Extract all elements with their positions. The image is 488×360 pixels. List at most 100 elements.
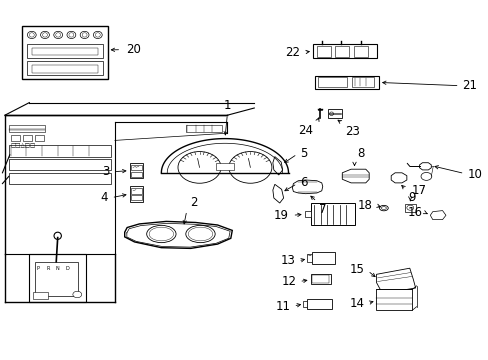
Text: 15: 15 (349, 263, 364, 276)
Polygon shape (124, 221, 232, 248)
Bar (23, 135, 32, 141)
Text: 23: 23 (344, 125, 359, 138)
Bar (35, 262, 78, 296)
Ellipse shape (54, 232, 61, 239)
Bar (351, 77, 373, 87)
Bar (304, 211, 310, 217)
Polygon shape (419, 163, 430, 170)
Bar (27, 61, 102, 75)
Bar (9, 173, 111, 184)
Bar (32, 48, 98, 55)
Ellipse shape (54, 31, 62, 39)
Text: 1: 1 (223, 99, 231, 112)
Bar (316, 46, 330, 57)
Bar (27, 44, 102, 58)
Bar (131, 172, 142, 177)
Ellipse shape (29, 33, 34, 37)
Polygon shape (390, 173, 406, 183)
Polygon shape (272, 184, 283, 203)
Ellipse shape (381, 207, 386, 210)
Text: 3: 3 (102, 165, 109, 178)
Bar (32, 65, 98, 73)
Bar (33, 292, 48, 299)
Bar (306, 299, 331, 309)
Text: 11: 11 (275, 300, 290, 312)
Ellipse shape (80, 31, 89, 39)
Bar (35, 135, 44, 141)
Bar (29, 254, 85, 302)
Ellipse shape (228, 152, 271, 183)
Text: 8: 8 (356, 147, 364, 160)
Bar (306, 254, 311, 262)
Bar (129, 163, 143, 178)
Ellipse shape (69, 33, 74, 37)
Text: N: N (56, 266, 60, 271)
Text: 17: 17 (411, 184, 426, 197)
Text: 22: 22 (285, 46, 300, 59)
Ellipse shape (188, 227, 212, 241)
Ellipse shape (379, 205, 387, 211)
Bar (310, 203, 354, 225)
Bar (312, 44, 376, 58)
Bar (131, 195, 142, 200)
Ellipse shape (42, 33, 47, 37)
Ellipse shape (178, 152, 221, 183)
Ellipse shape (93, 31, 102, 39)
Ellipse shape (406, 205, 413, 210)
Bar (317, 77, 346, 87)
Bar (131, 165, 142, 170)
Polygon shape (376, 268, 415, 293)
Bar (9, 145, 111, 157)
Ellipse shape (73, 291, 81, 298)
Polygon shape (342, 169, 368, 183)
Bar (9, 159, 111, 170)
Bar (185, 125, 222, 132)
Ellipse shape (329, 112, 333, 116)
Bar (131, 188, 142, 194)
Bar (22, 26, 107, 79)
Bar (404, 204, 415, 212)
Bar (129, 186, 143, 202)
Text: 12: 12 (281, 275, 296, 288)
Bar (335, 46, 348, 57)
Text: 2: 2 (189, 196, 197, 209)
Bar (11, 135, 20, 141)
Text: 18: 18 (357, 199, 372, 212)
Text: 6: 6 (300, 176, 307, 189)
Text: D: D (65, 266, 69, 271)
Ellipse shape (82, 33, 87, 37)
Text: 20: 20 (126, 43, 141, 56)
Text: 13: 13 (280, 255, 295, 267)
Ellipse shape (56, 33, 61, 37)
Bar (303, 301, 306, 307)
Bar (311, 252, 335, 264)
Polygon shape (292, 180, 322, 194)
Text: R: R (46, 266, 49, 271)
Text: 7: 7 (318, 203, 325, 216)
Bar (311, 275, 328, 283)
Ellipse shape (27, 31, 36, 39)
Polygon shape (272, 157, 282, 175)
Text: 16: 16 (407, 206, 422, 219)
Ellipse shape (185, 225, 215, 243)
Text: P: P (37, 266, 40, 271)
Text: 24: 24 (298, 124, 313, 137)
Bar (315, 76, 378, 89)
Bar (310, 274, 330, 284)
Text: 9: 9 (407, 191, 414, 204)
Ellipse shape (420, 172, 431, 180)
Bar (353, 46, 367, 57)
Ellipse shape (95, 33, 100, 37)
Text: 4: 4 (100, 191, 107, 204)
Polygon shape (429, 211, 445, 220)
Bar (375, 289, 411, 310)
Bar (216, 163, 233, 170)
Text: 21: 21 (462, 79, 477, 92)
Ellipse shape (149, 227, 173, 241)
Text: 10: 10 (467, 168, 481, 181)
Ellipse shape (67, 31, 76, 39)
Text: □□△□□: □□△□□ (11, 142, 36, 147)
Text: 5: 5 (300, 147, 307, 160)
Bar (327, 109, 342, 118)
Ellipse shape (41, 31, 49, 39)
